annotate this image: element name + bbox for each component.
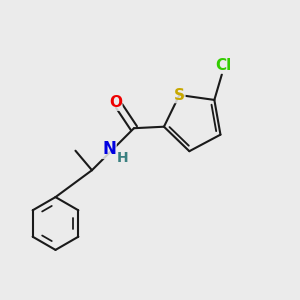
Text: H: H — [117, 151, 129, 165]
Text: O: O — [109, 95, 122, 110]
Text: Cl: Cl — [215, 58, 232, 73]
Text: N: N — [102, 140, 116, 158]
Text: S: S — [174, 88, 185, 103]
